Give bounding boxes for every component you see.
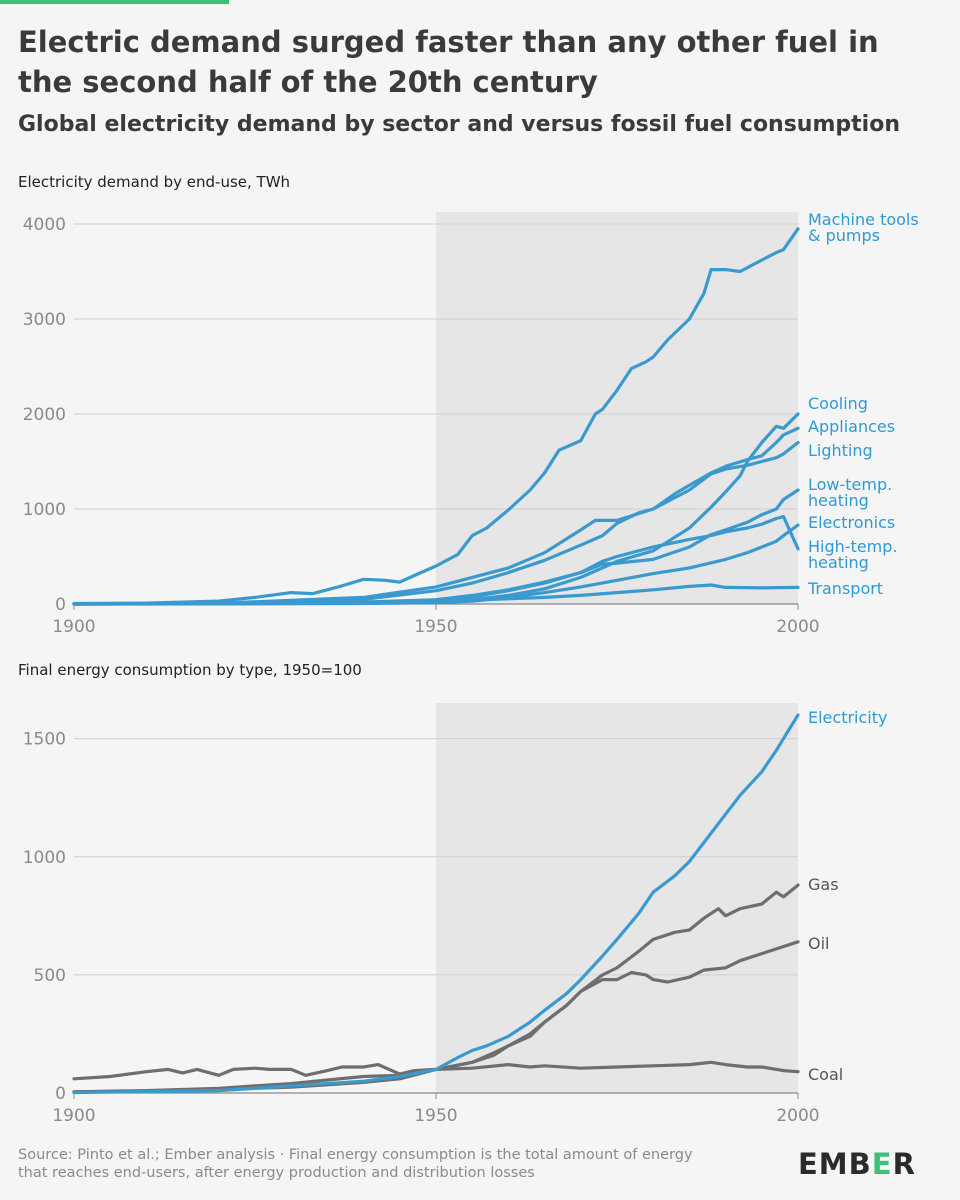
chart1-xtick-label: 1950	[414, 617, 457, 637]
chart2-xtick-label: 2000	[776, 1106, 819, 1126]
chart1-label-electronics: Electronics	[808, 513, 895, 532]
chart1-ytick-label: 3000	[23, 310, 66, 330]
chart2-label-electricity: Electricity	[808, 708, 887, 727]
chart2-xtick-label: 1900	[52, 1106, 95, 1126]
chart1-xtick-label: 2000	[776, 617, 819, 637]
ember-logo: EMBER	[798, 1147, 916, 1181]
chart1-ytick-label: 0	[55, 595, 66, 615]
chart1-label-appliances: Appliances	[808, 417, 895, 436]
chart1-line-lighting	[72, 440, 800, 606]
chart2-ytick-label: 1000	[23, 848, 66, 868]
chart1-label-high-temp-heating: High-temp. heating	[808, 537, 898, 572]
chart2-label-gas: Gas	[808, 875, 839, 894]
chart2-shaded-period	[436, 703, 798, 1093]
chart1-ytick-label: 2000	[23, 405, 66, 425]
chart1-label-low-temp-heating: Low-temp. heating	[808, 475, 892, 510]
chart1-label-transport: Transport	[807, 579, 883, 598]
chart1-label-cooling: Cooling	[808, 394, 868, 413]
chart2-line-gas	[72, 883, 800, 1094]
chart2-label-coal: Coal	[808, 1065, 843, 1084]
chart2-ytick-label: 500	[34, 966, 66, 986]
chart1-ytick-label: 4000	[23, 215, 66, 235]
chart2-ytick-label: 1500	[23, 730, 66, 750]
chart2-line-electricity	[72, 713, 800, 1095]
chart-2-title: Final energy consumption by type, 1950=1…	[18, 661, 362, 679]
chart1-ytick-label: 1000	[23, 500, 66, 520]
electricity-demand-chart: 0 1000 2000 3000 4000 1900 1950 2000 Machine too…	[23, 210, 919, 637]
source-note: Source: Pinto et al.; Ember analysis · F…	[18, 1147, 693, 1181]
chart2-xtick-label: 1950	[414, 1106, 457, 1126]
chart1-label-lighting: Lighting	[808, 441, 873, 460]
chart1-line-transport	[72, 583, 800, 606]
final-energy-chart: 0 500 1000 1500 1900 1950 2000 Coal Oil Gas Electr…	[23, 703, 887, 1126]
chart1-label-machine-tools-pumps: Machine tools & pumps	[808, 210, 919, 245]
accent-bar	[0, 0, 229, 4]
chart2-ytick-label: 0	[55, 1084, 66, 1104]
chart1-xtick-label: 1900	[52, 617, 95, 637]
page-subtitle: Global electricity demand by sector and …	[18, 112, 900, 137]
chart-1-title: Electricity demand by end-use, TWh	[18, 173, 291, 191]
chart2-label-oil: Oil	[808, 934, 829, 953]
chart1-line-machine-tools-pumps	[72, 227, 800, 606]
page-title: Electric demand surged faster than any o…	[18, 25, 879, 99]
chart1-shaded-period	[436, 212, 798, 604]
